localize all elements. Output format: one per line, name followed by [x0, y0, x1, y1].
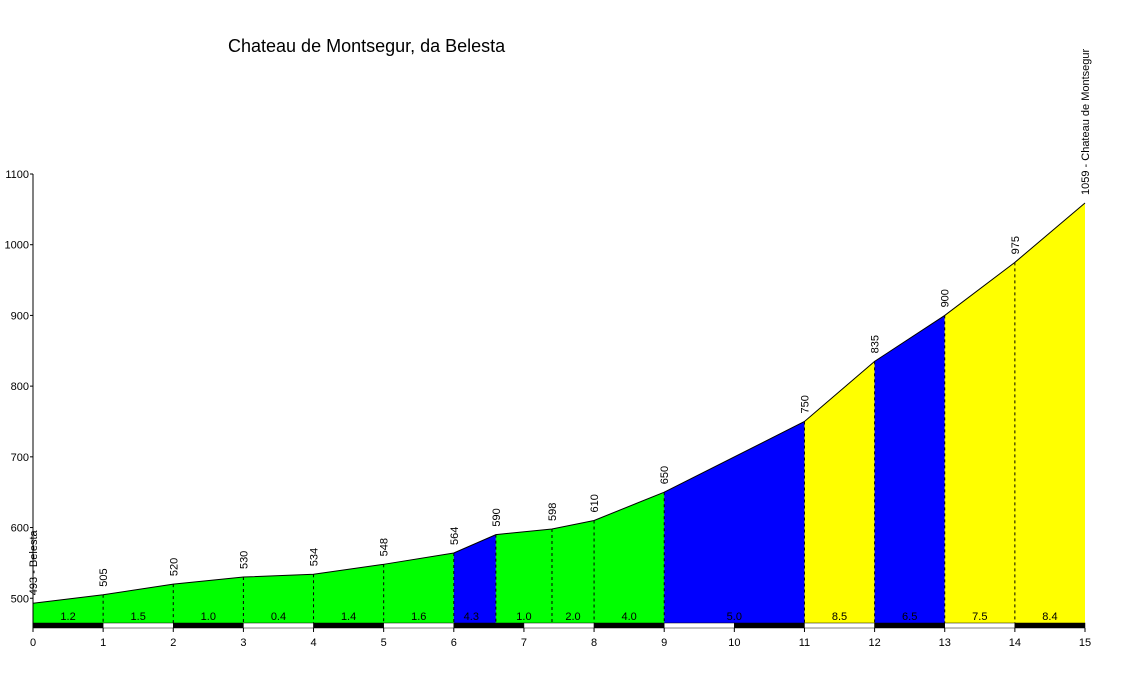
y-tick-label: 900: [11, 310, 29, 322]
gradient-label: 1.5: [131, 611, 146, 623]
x-tick-label: 10: [728, 637, 740, 649]
elevation-label: 530: [238, 551, 250, 569]
gradient-label: 8.4: [1042, 611, 1057, 623]
distance-bar-segment: [243, 622, 314, 629]
elevation-label: 1059 - Chateau de Montsegur: [1080, 49, 1092, 195]
x-tick-label: 14: [1009, 637, 1021, 649]
slope-segment-fill: [33, 552, 454, 623]
elevation-label-group: 493 - Belesta 505 520 530 534 548 564 590 598 610…: [28, 49, 1092, 596]
gradient-label: 8.5: [832, 611, 847, 623]
y-tick-label: 1100: [5, 169, 29, 181]
distance-bar-segment: [734, 622, 805, 629]
slope-segment-fill: [453, 534, 496, 623]
kilometer-divider-group: [102, 262, 1016, 623]
x-tick-label: 1: [100, 637, 106, 649]
elevation-label: 835: [870, 335, 882, 353]
distance-bar-segment: [102, 622, 174, 629]
gradient-label: 1.6: [411, 611, 426, 623]
gradient-label: 1.0: [516, 611, 531, 623]
elevation-label: 520: [168, 558, 180, 576]
gradient-label: 2.0: [565, 611, 580, 623]
distance-bar-segment: [804, 622, 875, 629]
gradient-label-group: 1.2 1.5 1.0 0.4 1.4 1.6 4.3 1.0 2.0 4.0 5.0 8.5 6.5 7…: [60, 611, 1057, 623]
x-tick-label: 11: [799, 637, 810, 649]
elevation-label: 505: [98, 568, 110, 586]
gradient-label: 4.0: [621, 611, 636, 623]
distance-bar-segment: [663, 622, 735, 629]
gradient-label: 0.4: [271, 611, 286, 623]
distance-bar-group: [32, 622, 1086, 629]
slope-segment-fill: [495, 492, 665, 623]
gradient-label: 7.5: [972, 611, 987, 623]
x-tick-label: 8: [591, 637, 597, 649]
gradient-label: 1.0: [201, 611, 216, 623]
x-tick-label: 9: [661, 637, 667, 649]
x-tick-label: 3: [240, 637, 246, 649]
distance-bar-segment: [32, 622, 104, 629]
chart-title: Chateau de Montsegur, da Belesta: [228, 36, 506, 56]
y-tick-label: 800: [11, 381, 29, 393]
x-tick-label: 7: [521, 637, 527, 649]
distance-bar-segment: [523, 622, 595, 629]
elevation-label: 534: [309, 548, 321, 566]
elevation-label: 650: [659, 466, 671, 484]
distance-bar-segment: [593, 622, 665, 629]
profile-line: [32, 202, 1086, 604]
distance-bar-segment: [453, 622, 525, 629]
x-tick-label: 2: [170, 637, 176, 649]
slope-segment-fill: [874, 315, 945, 623]
x-tick-label: 0: [30, 637, 36, 649]
gradient-label: 1.4: [341, 611, 356, 623]
y-tick-label: 500: [11, 593, 29, 605]
y-tick-label: 700: [11, 452, 29, 464]
x-tick-label: 13: [939, 637, 951, 649]
distance-bar-segment: [1014, 622, 1086, 629]
elevation-label: 598: [547, 503, 559, 521]
elevation-label: 564: [449, 527, 461, 545]
distance-bar-segment: [874, 622, 945, 629]
x-tick-label: 4: [310, 637, 316, 649]
slope-segment-fill: [804, 361, 875, 623]
elevation-label: 548: [379, 538, 391, 556]
y-tick-label: 600: [11, 523, 29, 535]
x-tick-label: 6: [451, 637, 457, 649]
x-tick-label: 5: [381, 637, 387, 649]
gradient-label: 1.2: [60, 611, 75, 623]
distance-bar-segment: [173, 622, 244, 629]
gradient-label: 4.3: [464, 611, 479, 623]
elevation-label: 900: [940, 289, 952, 307]
distance-bar-segment: [313, 622, 384, 629]
elevation-label: 610: [589, 494, 601, 512]
x-tick-label: 12: [868, 637, 880, 649]
profile-line-group: [32, 202, 1086, 604]
elevation-label: 493 - Belesta: [28, 530, 40, 596]
elevation-label: 590: [491, 508, 503, 526]
gradient-label: 6.5: [902, 611, 917, 623]
slope-segment-fill: [664, 421, 805, 623]
gradient-label: 5.0: [727, 611, 742, 623]
distance-bar-segment: [383, 622, 455, 629]
elevation-label: 975: [1010, 236, 1022, 254]
slope-fill-group: [33, 202, 1085, 624]
elevation-label: 750: [799, 395, 811, 413]
x-tick-label: 15: [1079, 637, 1091, 649]
distance-bar-segment: [944, 622, 1016, 629]
y-tick-label: 1000: [5, 240, 29, 252]
